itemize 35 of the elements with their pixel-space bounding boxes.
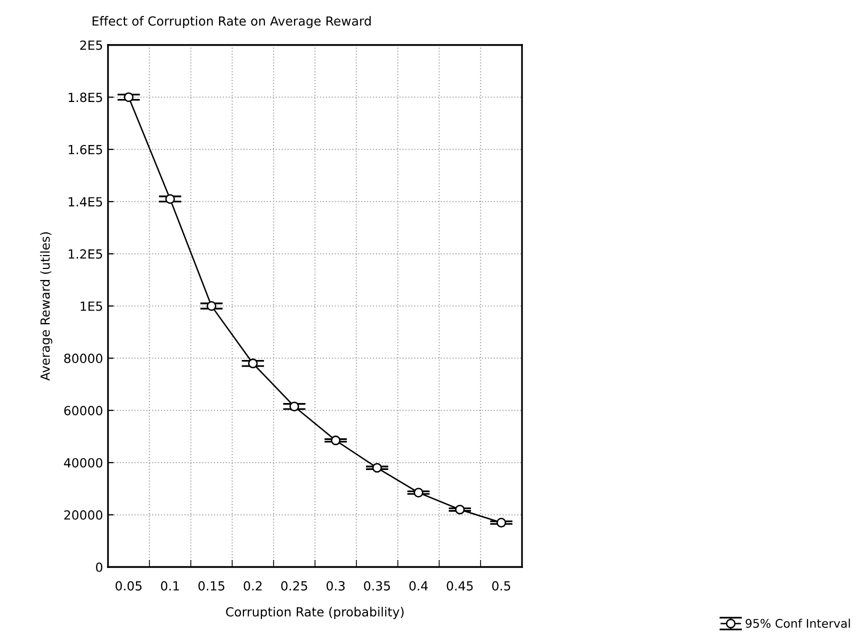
x-tick-label: 0.3 [326, 581, 345, 591]
x-tick-label: 0.1 [160, 581, 179, 591]
y-tick-label: 2E5 [80, 40, 102, 50]
y-tick-label: 40000 [64, 458, 102, 468]
point [165, 194, 175, 204]
y-tick-label: 1.4E5 [68, 197, 102, 207]
point [496, 518, 506, 528]
x-axis-title: Corruption Rate (probability) [226, 606, 404, 619]
x-tick-label: 0.25 [281, 581, 308, 591]
y-tick-label: 1.2E5 [68, 249, 102, 259]
x-tick-label: 0.05 [116, 581, 142, 591]
y-tick-label: 1.8E5 [68, 92, 102, 102]
point [455, 504, 465, 514]
y-tick-label: 80000 [64, 354, 102, 364]
point [330, 436, 341, 446]
x-tick-label: 0.5 [492, 581, 510, 591]
y-axis-title: Average Reward (utiles) [40, 232, 52, 381]
point [206, 301, 216, 311]
y-tick-label: 1.6E5 [68, 144, 102, 154]
point [372, 462, 382, 473]
point [248, 358, 258, 368]
y-tick-label: 0 [96, 562, 102, 572]
point [124, 92, 134, 102]
chart-title: Effect of Corruption Rate on Average Reward [92, 16, 371, 28]
x-tick-label: 0.45 [446, 581, 473, 591]
y-tick-label: 20000 [64, 510, 102, 520]
x-tick-label: 0.35 [364, 581, 390, 591]
y-tick-label: 1E5 [80, 302, 102, 311]
point [414, 488, 424, 498]
point [289, 402, 300, 412]
y-tick-label: 60000 [64, 406, 102, 416]
x-tick-label: 0.4 [409, 581, 428, 591]
x-tick-label: 0.15 [198, 581, 224, 591]
legend-label: 95% Conf Interval [746, 618, 850, 628]
x-tick-label: 0.2 [244, 581, 262, 591]
